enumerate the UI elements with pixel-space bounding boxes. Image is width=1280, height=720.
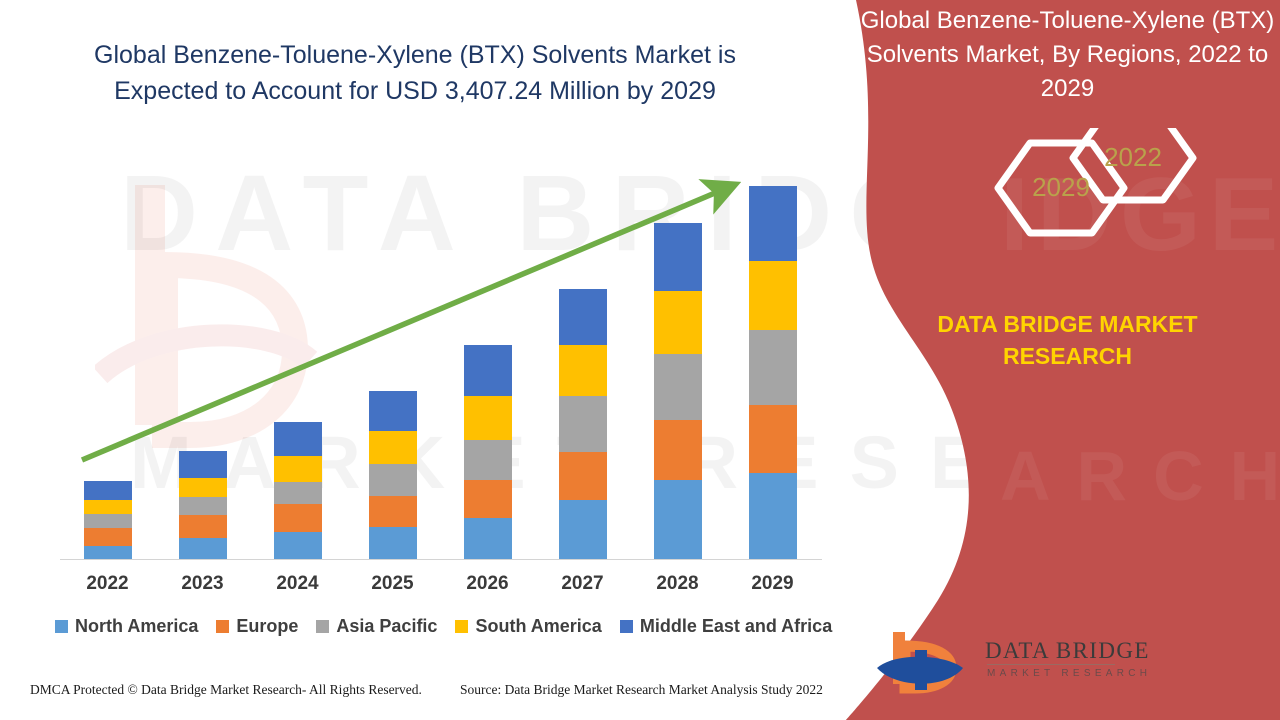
legend-swatch-icon <box>216 620 230 633</box>
legend-label: Middle East and Africa <box>639 616 833 636</box>
bar-segment-asia-pacific-2023 <box>178 497 227 515</box>
x-axis-tick-labels: 2022 2023 2024 2025 2026 2027 2028 2029 <box>60 565 822 599</box>
bar-2026 <box>463 344 512 559</box>
legend-item-europe[interactable]: Europe <box>216 616 298 637</box>
bar-segment-south-america-2028 <box>653 291 702 354</box>
bar-segment-south-america-2029 <box>748 261 797 331</box>
legend-label: South America <box>475 616 602 636</box>
page-title: Global Benzene-Toluene-Xylene (BTX) Solv… <box>94 41 736 105</box>
bar-2029 <box>748 186 797 559</box>
legend-label: Asia Pacific <box>336 616 438 636</box>
bar-segment-middle-east-and-africa-2025 <box>368 391 417 432</box>
brand-name: DATA BRIDGE MARKET RESEARCH <box>855 308 1280 372</box>
bar-segment-south-america-2025 <box>368 431 417 465</box>
bar-segment-asia-pacific-2025 <box>368 464 417 497</box>
chart-legend: North America Europe Asia Pacific South Ame… <box>55 616 845 637</box>
brand-line-2: RESEARCH <box>1002 343 1133 370</box>
bar-segment-europe-2029 <box>748 405 797 474</box>
bar-2024 <box>273 422 322 559</box>
x-tick-2025: 2025 <box>371 573 414 594</box>
x-tick-2022: 2022 <box>86 573 129 594</box>
bar-segment-north-america-2022 <box>83 545 132 559</box>
logo-text-sub: MARKET RESEARCH <box>987 668 1152 679</box>
bar-segment-south-america-2023 <box>178 477 227 498</box>
bar-2025 <box>368 391 417 559</box>
bar-2028 <box>653 223 702 559</box>
panel-title: Global Benzene-Toluene-Xylene (BTX) Solv… <box>860 7 1275 103</box>
brand-line-1: DATA BRIDGE MARKET <box>937 311 1198 337</box>
hexagon-label-2022: 2022 <box>1104 142 1162 172</box>
bar-segment-north-america-2027 <box>558 500 607 559</box>
legend-item-middle-east-and-africa[interactable]: Middle East and Africa <box>619 616 833 637</box>
bar-segment-europe-2022 <box>83 528 132 546</box>
stacked-bar-chart: 2022 2023 2024 2025 2026 2027 2028 2029 <box>0 150 845 594</box>
legend-swatch-icon <box>316 620 330 633</box>
bar-segment-europe-2027 <box>558 451 607 501</box>
legend-item-asia-pacific[interactable]: Asia Pacific <box>316 616 437 637</box>
legend-swatch-icon <box>455 620 469 633</box>
x-tick-2023: 2023 <box>181 573 224 594</box>
bar-segment-asia-pacific-2029 <box>748 330 797 406</box>
legend-swatch-icon <box>55 620 68 633</box>
x-axis-line <box>60 559 822 560</box>
bar-segment-north-america-2028 <box>653 479 702 559</box>
source-note: Source: Data Bridge Market Research Mark… <box>460 682 823 697</box>
bar-segment-asia-pacific-2028 <box>653 353 702 420</box>
bar-segment-middle-east-and-africa-2022 <box>83 480 132 501</box>
bar-segment-middle-east-and-africa-2029 <box>748 186 797 262</box>
bar-segment-asia-pacific-2027 <box>558 396 607 452</box>
panel-content: Global Benzene-Toluene-Xylene (BTX) Solv… <box>845 0 1280 720</box>
logo-text-main: DATA BRIDGE <box>985 638 1150 663</box>
dmca-notice: DMCA Protected © Data Bridge Market Rese… <box>30 682 422 697</box>
bar-segment-europe-2025 <box>368 496 417 528</box>
bar-segment-middle-east-and-africa-2023 <box>178 450 227 478</box>
bar-segment-south-america-2026 <box>463 396 512 440</box>
bar-segment-north-america-2026 <box>463 517 512 559</box>
logo-mark-icon <box>877 632 963 694</box>
bar-segment-middle-east-and-africa-2024 <box>273 422 322 456</box>
x-tick-2024: 2024 <box>276 573 319 594</box>
x-tick-2026: 2026 <box>466 573 509 594</box>
chart-plot-area <box>60 150 820 559</box>
bar-segment-north-america-2023 <box>178 538 227 559</box>
legend-item-south-america[interactable]: South America <box>455 616 602 637</box>
bar-segment-asia-pacific-2024 <box>273 481 322 505</box>
bar-segment-europe-2023 <box>178 514 227 539</box>
hexagon-shapes <box>994 112 1197 237</box>
footer: DMCA Protected © Data Bridge Market Rese… <box>0 682 845 712</box>
logo-divider <box>987 664 1115 665</box>
bar-segment-middle-east-and-africa-2028 <box>653 223 702 292</box>
bar-2023 <box>178 450 227 559</box>
bar-segment-middle-east-and-africa-2026 <box>463 344 512 397</box>
bar-segment-middle-east-and-africa-2027 <box>558 289 607 345</box>
bar-segment-asia-pacific-2022 <box>83 513 132 529</box>
bar-segment-europe-2028 <box>653 419 702 480</box>
hexagon-label-2029: 2029 <box>1032 172 1090 202</box>
x-tick-2029: 2029 <box>751 573 794 594</box>
bar-2022 <box>83 480 132 559</box>
legend-label: Europe <box>236 616 299 636</box>
bar-segment-north-america-2025 <box>368 527 417 559</box>
hexagon-group: 2029 2022 <box>845 112 1280 288</box>
bar-segment-south-america-2022 <box>83 500 132 514</box>
bar-segment-europe-2026 <box>463 479 512 518</box>
company-logo: DATA BRIDGE MARKET RESEARCH <box>875 628 1148 700</box>
bar-segment-south-america-2027 <box>558 344 607 397</box>
x-tick-2028: 2028 <box>656 573 699 594</box>
bar-segment-europe-2024 <box>273 504 322 533</box>
bar-segment-asia-pacific-2026 <box>463 439 512 480</box>
legend-label: North America <box>75 616 199 636</box>
bar-segment-south-america-2024 <box>273 456 322 482</box>
bar-segment-north-america-2024 <box>273 532 322 559</box>
legend-swatch-icon <box>619 620 633 633</box>
legend-item-north-america[interactable]: North America <box>55 616 198 637</box>
bar-segment-north-america-2029 <box>748 473 797 559</box>
x-tick-2027: 2027 <box>561 573 604 594</box>
bar-2027 <box>558 289 607 559</box>
